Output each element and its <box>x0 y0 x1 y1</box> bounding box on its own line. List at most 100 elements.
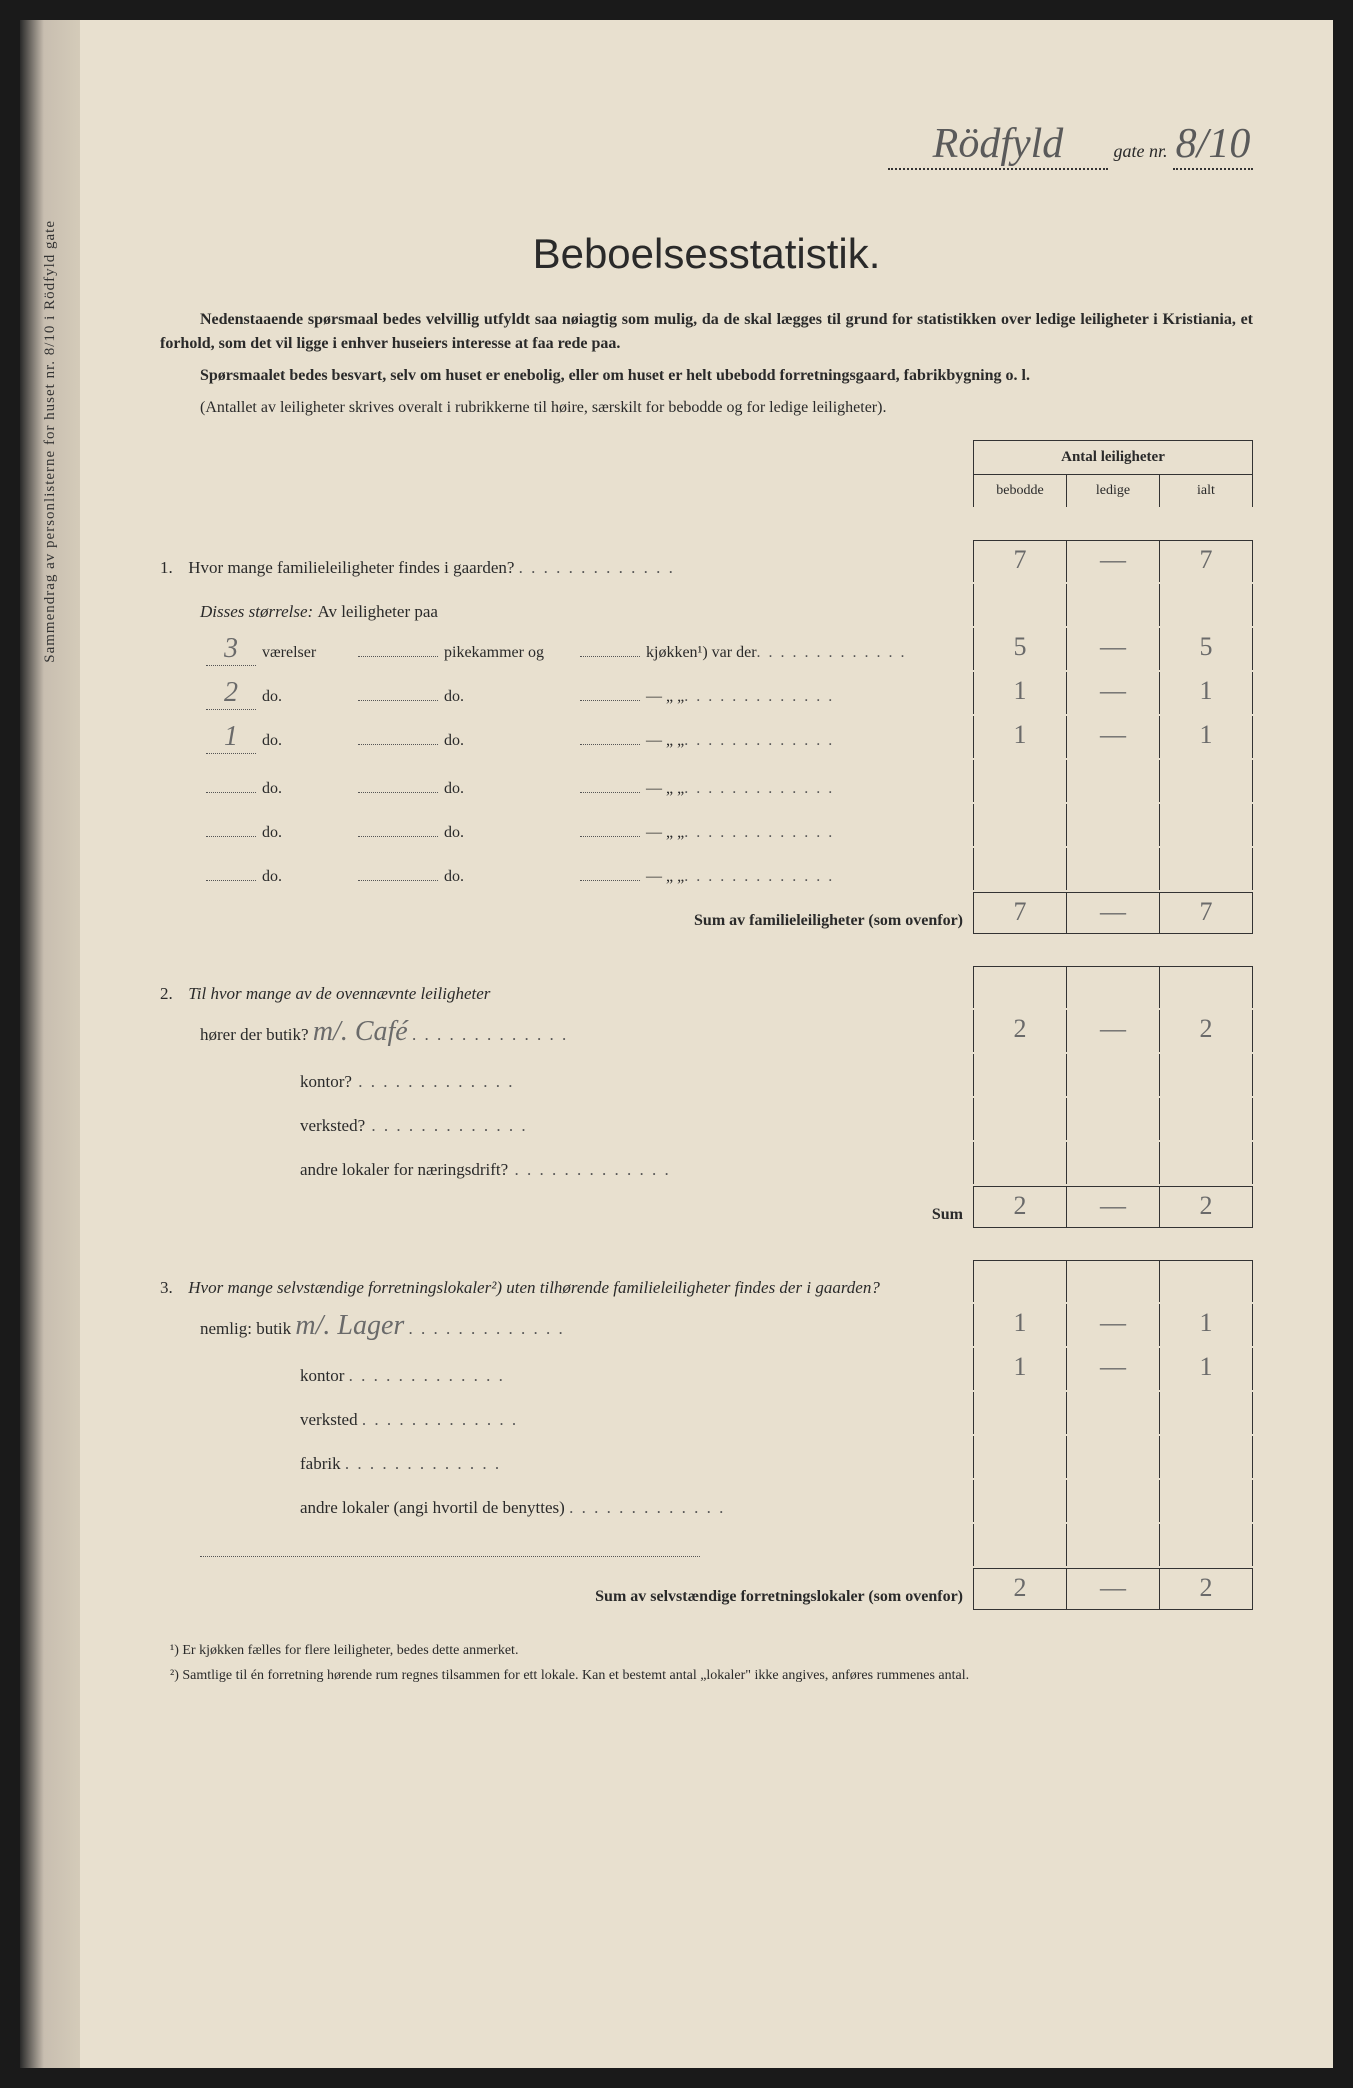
q3-hand: m/. Lager <box>295 1310 404 1341</box>
size-row-cells: 1 — 1 <box>973 672 1253 714</box>
q1-size-row: do. do. — „ „ <box>160 760 1253 802</box>
cell <box>1067 1480 1160 1522</box>
cell: 7 <box>974 893 1067 933</box>
pikekammer-label: do. <box>444 824 574 842</box>
pikekammer-label: do. <box>444 780 574 798</box>
cell <box>974 1142 1067 1184</box>
cell: 7 <box>1160 541 1252 582</box>
gate-nr-value: 8/10 <box>1173 120 1253 170</box>
q3-sub-row: nemlig: butik m/. Lager 1 — 1 <box>160 1304 1253 1346</box>
cell: — <box>1067 716 1160 758</box>
q1-size-row: do. do. — „ „ <box>160 848 1253 890</box>
vaerelser-value <box>206 880 256 881</box>
size-row-cells <box>973 804 1253 846</box>
cell <box>1160 1480 1252 1522</box>
cell <box>974 760 1067 802</box>
pk-blank <box>358 880 438 881</box>
spacer-cells <box>973 966 1253 1008</box>
cell: 2 <box>974 1569 1067 1609</box>
cell: — <box>1067 628 1160 670</box>
q3-sub-row: fabrik <box>160 1436 1253 1478</box>
vaerelser-value <box>206 792 256 793</box>
kjokken-label: — „ „ <box>646 688 684 706</box>
vaerelser-value: 2 <box>206 677 256 710</box>
cell: — <box>1067 1304 1160 1346</box>
cell <box>1160 1436 1252 1478</box>
q3-sub-row: verksted <box>160 1392 1253 1434</box>
footnote-1: ¹) Er kjøkken fælles for flere leilighet… <box>160 1640 1253 1661</box>
cell <box>1067 1436 1160 1478</box>
cell: — <box>1067 672 1160 714</box>
q3-sub-row: kontor 1 — 1 <box>160 1348 1253 1390</box>
cell <box>974 1054 1067 1096</box>
vaerelser-label: do. <box>262 780 352 798</box>
q2-sub-label: andre lokaler for næringsdrift? <box>160 1160 973 1184</box>
cell: 2 <box>974 1010 1067 1052</box>
vaerelser-value: 1 <box>206 721 256 754</box>
book-spine: Sammendrag av personlisterne for huset n… <box>20 20 80 2068</box>
q2-sub-cells <box>973 1054 1253 1096</box>
pikekammer-label: do. <box>444 732 574 750</box>
cell <box>1067 1054 1160 1096</box>
q2-sub-row: kontor? <box>160 1054 1253 1096</box>
q2-sub-row: verksted? <box>160 1098 1253 1140</box>
q2-sub-cells <box>973 1142 1253 1184</box>
q2-label-a-text: Til hvor mange av de ovennævnte leilighe… <box>188 984 490 1003</box>
spacer-cells <box>973 584 1253 626</box>
vaerelser-label: do. <box>262 868 352 886</box>
cell: 2 <box>1160 1010 1252 1052</box>
kj-blank <box>580 656 640 657</box>
q1-sum-label: Sum av familieleiligheter (som ovenfor) <box>160 912 973 934</box>
cell: 1 <box>974 1348 1067 1390</box>
col-bebodde: bebodde <box>974 475 1067 507</box>
kj-blank <box>580 836 640 837</box>
cell <box>974 1392 1067 1434</box>
cell: 1 <box>1160 672 1252 714</box>
q1-disses-row: Disses størrelse: Av leiligheter paa <box>160 584 1253 626</box>
intro-p1: Nedenstaaende spørsmaal bedes velvillig … <box>160 308 1253 356</box>
pk-blank <box>358 836 438 837</box>
q3-sum-cells: 2 — 2 <box>973 1568 1253 1610</box>
q2-sub-label: kontor? <box>160 1072 973 1096</box>
pk-blank <box>358 792 438 793</box>
cell: 2 <box>1160 1569 1252 1609</box>
q1-cells: 7 — 7 <box>973 540 1253 582</box>
q3-sum-label: Sum av selvstændige forretningslokaler (… <box>160 1588 973 1610</box>
q3-sub-cells <box>973 1480 1253 1522</box>
q2-sub-label: verksted? <box>160 1116 973 1140</box>
cell <box>1067 1261 1160 1302</box>
q1-size-row: do. do. — „ „ <box>160 804 1253 846</box>
disses-text: Disses størrelse: <box>200 602 313 621</box>
document-scan: Sammendrag av personlisterne for huset n… <box>20 20 1333 2068</box>
kj-blank <box>580 792 640 793</box>
cell: — <box>1067 893 1160 933</box>
size-row-cells: 1 — 1 <box>973 716 1253 758</box>
cell <box>1160 1098 1252 1140</box>
q2-butik-hand: m/. Café <box>313 1016 408 1047</box>
q2-sub-row: andre lokaler for næringsdrift? <box>160 1142 1253 1184</box>
q3-sub-label: nemlig: butik m/. Lager <box>160 1310 973 1346</box>
blank-line <box>160 1542 973 1566</box>
cell <box>1160 804 1252 846</box>
q2-butik-row: hører der butik? m/. Café 2 — 2 <box>160 1010 1253 1052</box>
cell <box>974 848 1067 890</box>
cell <box>974 1480 1067 1522</box>
cell: 1 <box>1160 1304 1252 1346</box>
size-row-cells: 5 — 5 <box>973 628 1253 670</box>
q3-main-row: 3. Hvor mange selvstændige forretningslo… <box>160 1260 1253 1302</box>
cell <box>1160 1054 1252 1096</box>
gate-nr-label: gate nr. <box>1114 141 1168 161</box>
col-ialt: ialt <box>1160 475 1252 507</box>
q3-label-text: Hvor mange selvstændige forretningslokal… <box>188 1278 880 1297</box>
pk-blank <box>358 744 438 745</box>
table-header-cols: bebodde ledige ialt <box>974 475 1252 507</box>
vaerelser-label: do. <box>262 732 352 750</box>
q3-sub-row: andre lokaler (angi hvortil de benyttes) <box>160 1480 1253 1522</box>
cell <box>974 1436 1067 1478</box>
cell <box>1160 848 1252 890</box>
size-row-cells <box>973 848 1253 890</box>
cell: 5 <box>1160 628 1252 670</box>
intro-p3: (Antallet av leiligheter skrives overalt… <box>160 396 1253 420</box>
size-row-label: 3 værelser pikekammer og kjøkken¹) var d… <box>160 633 973 670</box>
cell <box>1067 760 1160 802</box>
